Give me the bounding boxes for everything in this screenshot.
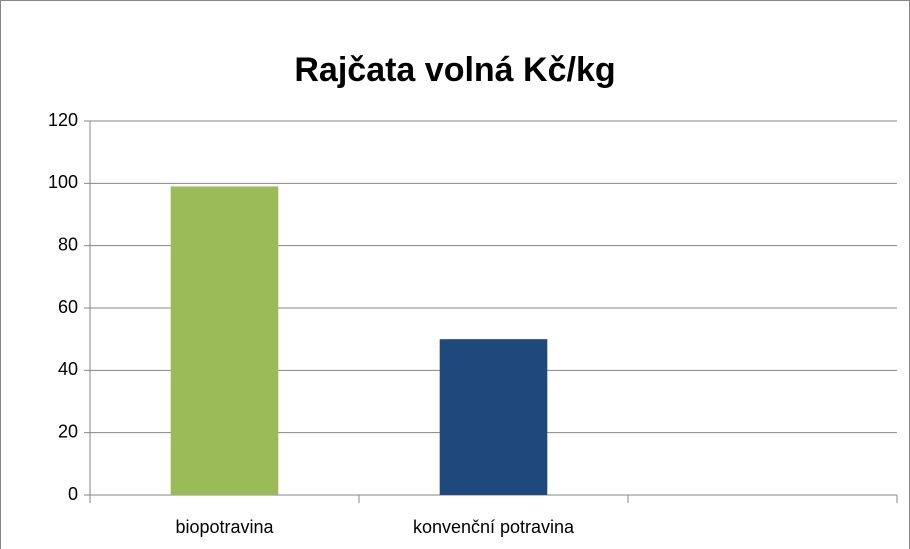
y-tick-label: 0 (68, 484, 78, 504)
y-tick-label: 120 (48, 110, 78, 130)
bar (170, 186, 279, 495)
y-tick-label: 40 (58, 359, 78, 379)
y-tick-label: 100 (48, 172, 78, 192)
y-tick-label: 20 (58, 421, 78, 441)
y-tick-label: 60 (58, 297, 78, 317)
x-tick-label: biopotravina (175, 517, 274, 537)
y-tick-label: 80 (58, 234, 78, 254)
x-tick-label: konvenční potravina (413, 517, 575, 537)
chart-title: Rajčata volná Kč/kg (294, 51, 615, 89)
bar (439, 339, 548, 495)
